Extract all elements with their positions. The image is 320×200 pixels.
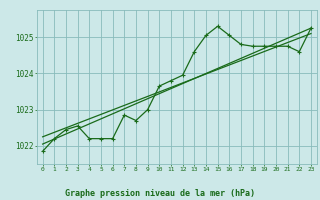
Text: Graphe pression niveau de la mer (hPa): Graphe pression niveau de la mer (hPa) bbox=[65, 189, 255, 198]
